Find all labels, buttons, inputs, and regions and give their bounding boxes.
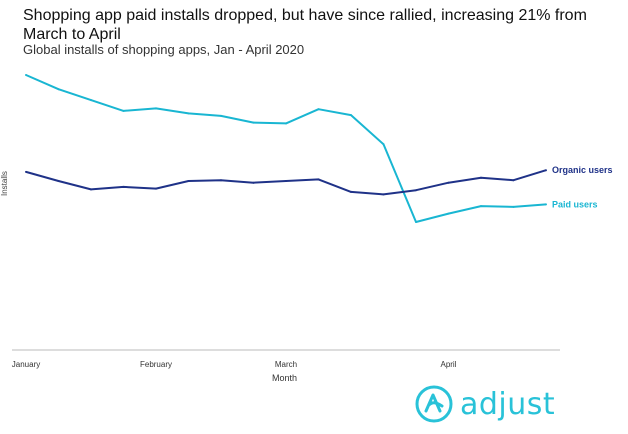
legend-label-organic-users: Organic users [552, 165, 613, 175]
data-point-paid-users [155, 107, 157, 110]
x-tick-label: April [440, 360, 456, 369]
data-point-organic-users [480, 176, 482, 179]
data-point-paid-users [57, 88, 60, 91]
x-tick-label: March [275, 360, 297, 369]
data-point-paid-users [285, 122, 287, 125]
data-point-paid-users [350, 114, 352, 117]
data-point-paid-users [545, 203, 547, 206]
data-point-organic-users [122, 185, 125, 188]
x-tick-label: February [140, 360, 172, 369]
data-point-organic-users [220, 179, 222, 182]
data-point-organic-users [285, 180, 287, 182]
adjust-logo: adjust [414, 384, 555, 424]
data-point-paid-users [90, 99, 92, 102]
data-point-paid-users [187, 112, 190, 115]
data-point-organic-users [57, 180, 60, 182]
data-point-paid-users [512, 205, 515, 208]
data-point-organic-users [187, 180, 190, 182]
data-point-paid-users [317, 108, 320, 111]
data-point-organic-users [545, 169, 547, 172]
data-point-paid-users [122, 109, 125, 112]
adjust-logo-icon [415, 385, 453, 423]
data-point-paid-users [480, 205, 482, 208]
data-point-organic-users [317, 178, 320, 181]
data-point-organic-users [90, 188, 92, 191]
series-line-paid-users [25, 74, 547, 223]
data-point-paid-users [447, 212, 450, 215]
data-point-organic-users [447, 181, 450, 184]
data-point-paid-users [252, 121, 255, 124]
y-axis-label: Installs [0, 171, 9, 196]
data-point-organic-users [415, 189, 417, 192]
x-tick-label: January [12, 360, 40, 369]
data-point-paid-users [382, 143, 385, 146]
data-point-organic-users [382, 193, 385, 196]
data-point-organic-users [25, 170, 27, 173]
data-point-organic-users [350, 190, 352, 193]
chart-subtitle: Global installs of shopping apps, Jan - … [23, 42, 305, 57]
legend-label-paid-users: Paid users [552, 199, 598, 209]
x-axis-label: Month [272, 373, 298, 383]
data-point-paid-users [415, 221, 417, 223]
data-point-paid-users [220, 114, 222, 117]
data-point-organic-users [155, 187, 157, 190]
logo-text: adjust [460, 386, 556, 422]
data-point-organic-users [252, 181, 255, 184]
data-point-organic-users [512, 179, 515, 182]
data-point-paid-users [25, 74, 27, 76]
series-line-organic-users [25, 169, 547, 196]
chart-title: Shopping app paid installs dropped, but … [23, 7, 587, 43]
